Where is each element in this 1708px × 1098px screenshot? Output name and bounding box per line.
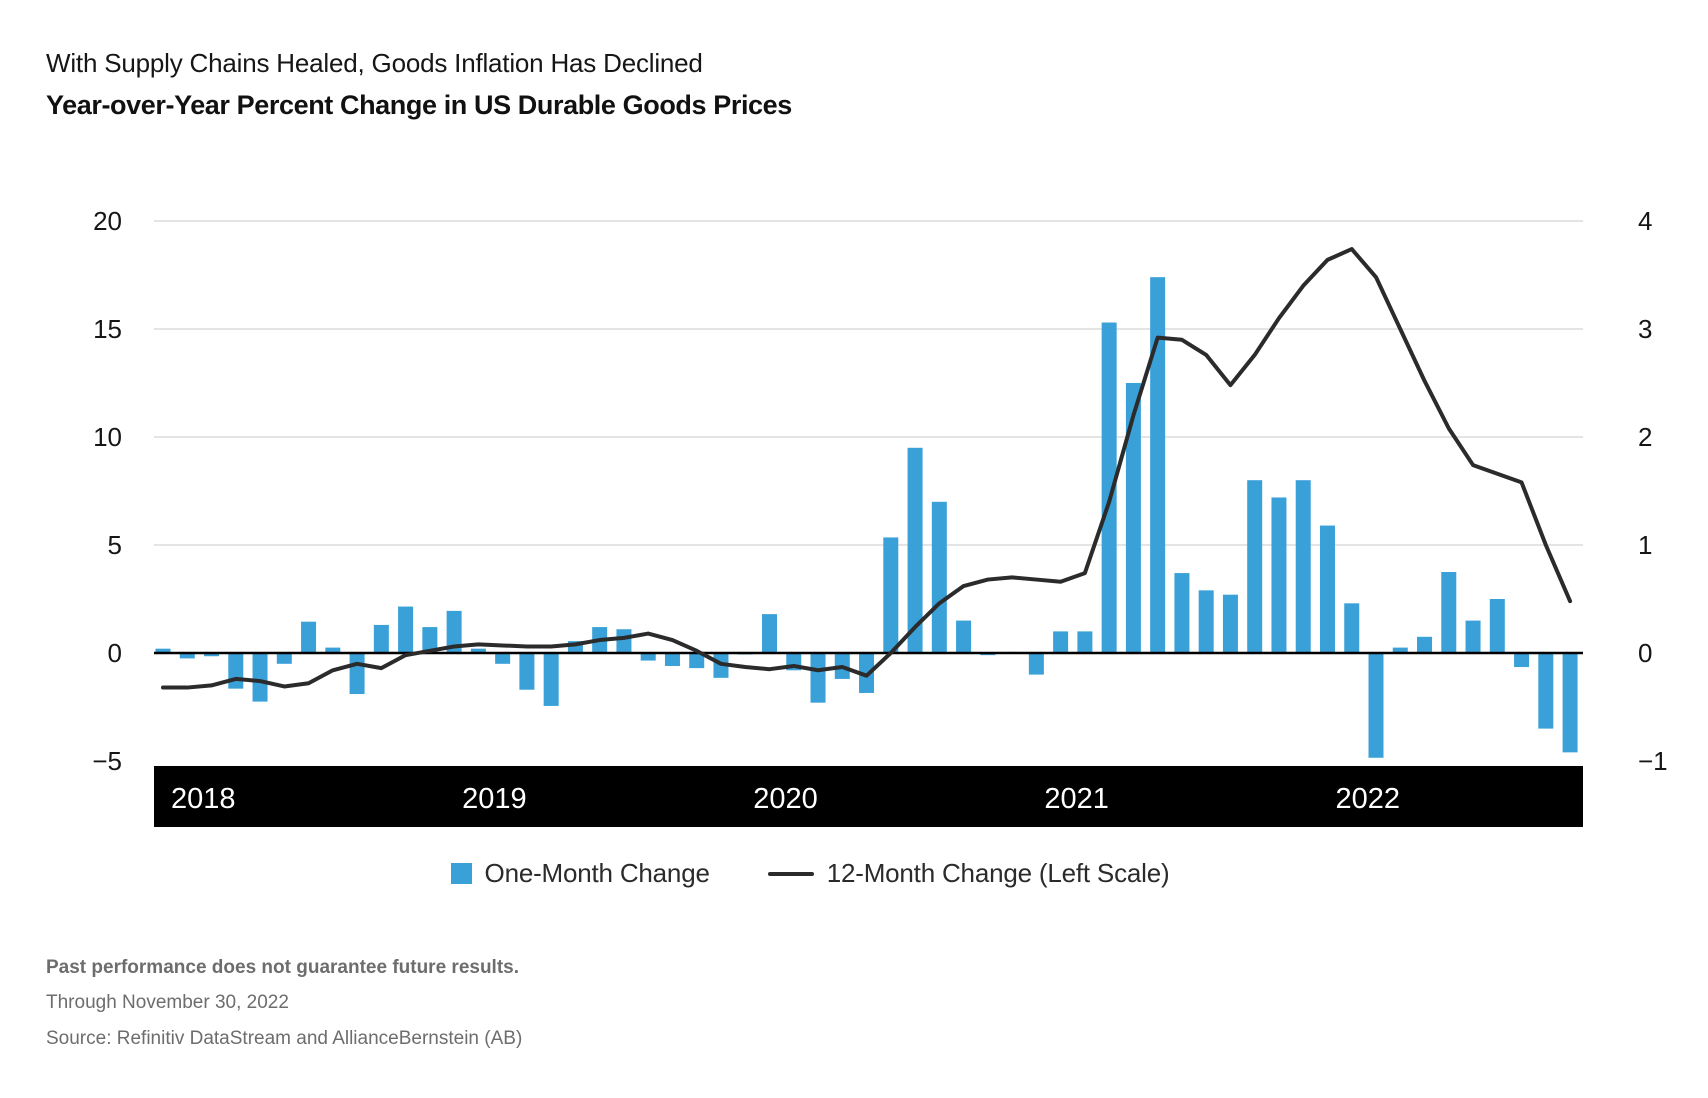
one-month-change-bar (179, 653, 195, 659)
line-swatch-icon (767, 871, 814, 876)
left-axis-tick-label: 20 (93, 206, 122, 236)
legend-item-one-month: One-Month Change (450, 858, 710, 889)
one-month-change-bar (543, 653, 559, 706)
one-month-change-bar (1319, 525, 1335, 653)
one-month-change-bar (1465, 620, 1481, 653)
one-month-change-bar (252, 653, 268, 702)
one-month-change-bar (495, 653, 511, 664)
one-month-change-bar (956, 620, 972, 653)
bar-swatch-icon (450, 863, 472, 884)
one-month-change-bar (1489, 599, 1505, 653)
one-month-change-bar (762, 614, 777, 653)
one-month-change-bar (519, 653, 535, 690)
one-month-change-bar (1538, 653, 1554, 729)
one-month-change-bar (1368, 653, 1384, 758)
one-month-change-bar (1077, 631, 1093, 653)
one-month-change-bar (1271, 497, 1287, 653)
right-axis-tick-label: 2 (1638, 422, 1652, 452)
year-label: 2020 (753, 783, 818, 815)
chart-title: With Supply Chains Healed, Goods Inflati… (46, 48, 703, 78)
left-axis-tick-label: 5 (108, 530, 122, 560)
left-axis-tick-label: 0 (108, 638, 122, 668)
one-month-change-bar (640, 653, 656, 661)
one-month-change-bar (373, 624, 389, 653)
one-month-change-bar (664, 653, 680, 666)
disclaimer-text: Past performance does not guarantee futu… (46, 957, 520, 978)
right-axis-tick-label: 0 (1638, 638, 1652, 668)
one-month-change-bar (907, 447, 923, 653)
one-month-change-bar (325, 647, 341, 653)
right-axis-tick-label: 1 (1638, 530, 1652, 560)
one-month-change-bar (446, 610, 462, 653)
one-month-change-bar (1562, 653, 1578, 753)
one-month-change-bar (1150, 277, 1166, 653)
left-axis-tick-label: −5 (92, 746, 122, 776)
one-month-change-bar (1174, 573, 1190, 653)
one-month-change-bar (1392, 647, 1408, 653)
one-month-change-bar (228, 653, 244, 689)
one-month-change-bar (204, 653, 220, 657)
one-month-change-bar (301, 621, 317, 653)
year-label: 2021 (1044, 783, 1109, 815)
one-month-change-bar (1441, 572, 1457, 653)
one-month-change-bar (1247, 480, 1263, 653)
one-month-change-bar (155, 648, 171, 653)
left-axis-tick-label: 15 (93, 314, 122, 344)
one-month-change-bar (1125, 383, 1141, 653)
left-axis-tick-label: 10 (93, 422, 122, 452)
legend-bar-label: One-Month Change (484, 858, 710, 888)
one-month-change-bar (567, 641, 583, 653)
twelve-month-change-line (161, 247, 1573, 690)
one-month-change-bar (1198, 590, 1214, 653)
source-text: Source: Refinitiv DataStream and Allianc… (46, 1028, 523, 1049)
one-month-change-bar (1417, 636, 1433, 653)
one-month-change-bar (1028, 653, 1044, 675)
one-month-change-bar (810, 653, 826, 703)
one-month-change-bar (1514, 653, 1530, 668)
through-date-text: Through November 30, 2022 (46, 992, 289, 1013)
x-axis-year-band (154, 766, 1583, 827)
one-month-change-bar (1344, 603, 1360, 653)
one-month-change-bar (1222, 594, 1238, 653)
one-month-change-bar (931, 501, 947, 653)
legend-line-label: 12-Month Change (Left Scale) (826, 858, 1170, 888)
one-month-change-bar (689, 653, 705, 669)
one-month-change-bar (349, 653, 365, 695)
one-month-change-bar (1101, 322, 1117, 653)
one-month-change-bar (616, 629, 632, 653)
one-month-change-bar (276, 653, 292, 664)
one-month-change-bar (470, 648, 486, 653)
one-month-change-bar (1053, 631, 1069, 653)
one-month-change-bar (1295, 480, 1311, 653)
one-month-change-bar (422, 627, 438, 653)
legend-item-twelve-month: 12-Month Change (Left Scale) (767, 858, 1170, 889)
chart-legend: One-Month Change 12-Month Change (Left S… (0, 858, 1620, 889)
year-label: 2022 (1335, 783, 1400, 815)
right-axis-tick-label: 3 (1638, 314, 1652, 344)
year-label: 2018 (171, 783, 236, 815)
one-month-change-bar (398, 606, 414, 653)
one-month-change-bar (883, 537, 899, 653)
year-label: 2019 (462, 783, 527, 815)
right-axis-tick-label: −1 (1638, 746, 1668, 776)
right-axis-tick-label: 4 (1638, 206, 1652, 236)
chart-subtitle: Year-over-Year Percent Change in US Dura… (46, 90, 792, 120)
